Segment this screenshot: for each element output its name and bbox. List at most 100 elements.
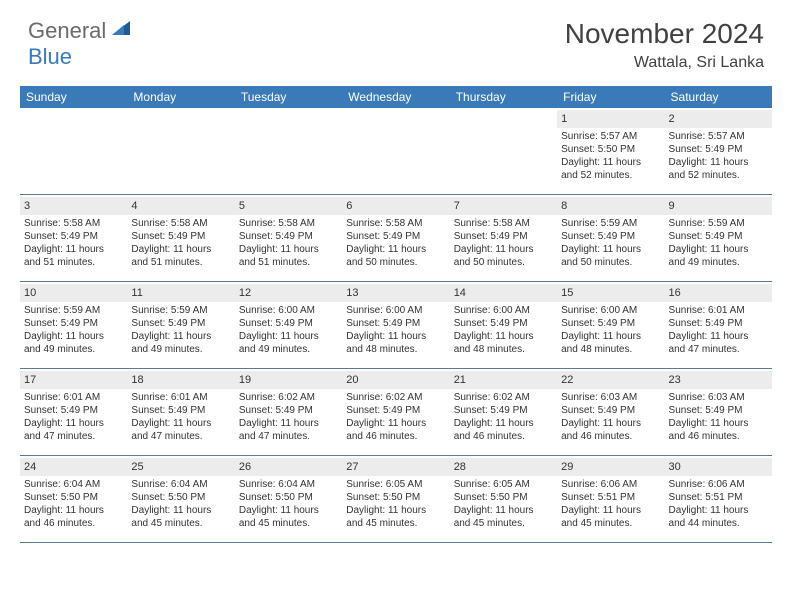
daylight-text: and 50 minutes. [346,256,445,269]
daylight-text: Daylight: 11 hours [24,330,123,343]
sunset-text: Sunset: 5:49 PM [131,317,230,330]
day-number: 18 [127,371,234,389]
day-cell: 9Sunrise: 5:59 AMSunset: 5:49 PMDaylight… [665,195,772,281]
day-cell: 10Sunrise: 5:59 AMSunset: 5:49 PMDayligh… [20,282,127,368]
daylight-text: and 44 minutes. [669,517,768,530]
daylight-text: Daylight: 11 hours [346,504,445,517]
sunrise-text: Sunrise: 6:00 AM [239,304,338,317]
day-number: 1 [557,110,664,128]
sunset-text: Sunset: 5:49 PM [669,230,768,243]
day-number: 14 [450,284,557,302]
daylight-text: Daylight: 11 hours [669,504,768,517]
sunrise-text: Sunrise: 5:58 AM [131,217,230,230]
day-number: 20 [342,371,449,389]
sunset-text: Sunset: 5:49 PM [669,143,768,156]
sunrise-text: Sunrise: 6:04 AM [239,478,338,491]
location-label: Wattala, Sri Lanka [565,54,764,72]
day-cell: 17Sunrise: 6:01 AMSunset: 5:49 PMDayligh… [20,369,127,455]
sunset-text: Sunset: 5:49 PM [561,404,660,417]
day-cell: 8Sunrise: 5:59 AMSunset: 5:49 PMDaylight… [557,195,664,281]
title-block: November 2024 Wattala, Sri Lanka [565,18,764,72]
day-number: 24 [20,458,127,476]
daylight-text: and 49 minutes. [24,343,123,356]
day-cell: 27Sunrise: 6:05 AMSunset: 5:50 PMDayligh… [342,456,449,542]
dayhead-thursday: Thursday [450,86,557,108]
sunset-text: Sunset: 5:50 PM [346,491,445,504]
day-cell: 19Sunrise: 6:02 AMSunset: 5:49 PMDayligh… [235,369,342,455]
day-number: 3 [20,197,127,215]
daylight-text: Daylight: 11 hours [131,504,230,517]
day-cell: 13Sunrise: 6:00 AMSunset: 5:49 PMDayligh… [342,282,449,368]
day-cell: 15Sunrise: 6:00 AMSunset: 5:49 PMDayligh… [557,282,664,368]
day-number: 22 [557,371,664,389]
day-number: 4 [127,197,234,215]
day-cell: 14Sunrise: 6:00 AMSunset: 5:49 PMDayligh… [450,282,557,368]
daylight-text: and 48 minutes. [346,343,445,356]
sunset-text: Sunset: 5:50 PM [454,491,553,504]
sunrise-text: Sunrise: 5:58 AM [454,217,553,230]
daylight-text: and 47 minutes. [239,430,338,443]
sunrise-text: Sunrise: 6:01 AM [24,391,123,404]
day-number: 11 [127,284,234,302]
sunset-text: Sunset: 5:49 PM [131,230,230,243]
week-row: 1Sunrise: 5:57 AMSunset: 5:50 PMDaylight… [20,108,772,195]
sunrise-text: Sunrise: 6:01 AM [669,304,768,317]
daylight-text: Daylight: 11 hours [669,156,768,169]
day-cell: 25Sunrise: 6:04 AMSunset: 5:50 PMDayligh… [127,456,234,542]
day-cell: 29Sunrise: 6:06 AMSunset: 5:51 PMDayligh… [557,456,664,542]
daylight-text: Daylight: 11 hours [131,243,230,256]
day-number: 6 [342,197,449,215]
week-row: 3Sunrise: 5:58 AMSunset: 5:49 PMDaylight… [20,195,772,282]
day-number: 21 [450,371,557,389]
sunset-text: Sunset: 5:49 PM [346,317,445,330]
sunset-text: Sunset: 5:49 PM [239,404,338,417]
day-cell: 7Sunrise: 5:58 AMSunset: 5:49 PMDaylight… [450,195,557,281]
sunset-text: Sunset: 5:49 PM [454,230,553,243]
day-number: 27 [342,458,449,476]
daylight-text: Daylight: 11 hours [561,417,660,430]
dayhead-saturday: Saturday [665,86,772,108]
sunset-text: Sunset: 5:50 PM [561,143,660,156]
sunset-text: Sunset: 5:49 PM [346,404,445,417]
daylight-text: Daylight: 11 hours [561,156,660,169]
day-number: 10 [20,284,127,302]
day-cell: 28Sunrise: 6:05 AMSunset: 5:50 PMDayligh… [450,456,557,542]
dayhead-wednesday: Wednesday [342,86,449,108]
day-number: 29 [557,458,664,476]
sunrise-text: Sunrise: 5:57 AM [561,130,660,143]
sunset-text: Sunset: 5:49 PM [24,230,123,243]
daylight-text: and 52 minutes. [669,169,768,182]
day-cell: 18Sunrise: 6:01 AMSunset: 5:49 PMDayligh… [127,369,234,455]
sunrise-text: Sunrise: 6:02 AM [346,391,445,404]
day-cell [450,108,557,194]
day-number: 15 [557,284,664,302]
daylight-text: and 52 minutes. [561,169,660,182]
day-cell [20,108,127,194]
daylight-text: Daylight: 11 hours [239,243,338,256]
daylight-text: Daylight: 11 hours [24,417,123,430]
month-title: November 2024 [565,18,764,50]
day-cell: 26Sunrise: 6:04 AMSunset: 5:50 PMDayligh… [235,456,342,542]
daylight-text: Daylight: 11 hours [561,330,660,343]
sunrise-text: Sunrise: 6:02 AM [454,391,553,404]
calendar: Sunday Monday Tuesday Wednesday Thursday… [20,86,772,543]
day-number: 25 [127,458,234,476]
daylight-text: and 48 minutes. [561,343,660,356]
daylight-text: and 46 minutes. [669,430,768,443]
daylight-text: Daylight: 11 hours [239,330,338,343]
sunset-text: Sunset: 5:49 PM [454,404,553,417]
sunrise-text: Sunrise: 6:01 AM [131,391,230,404]
daylight-text: Daylight: 11 hours [131,330,230,343]
day-cell: 6Sunrise: 5:58 AMSunset: 5:49 PMDaylight… [342,195,449,281]
daylight-text: Daylight: 11 hours [561,243,660,256]
day-number: 30 [665,458,772,476]
sunrise-text: Sunrise: 5:59 AM [669,217,768,230]
daylight-text: Daylight: 11 hours [561,504,660,517]
daylight-text: and 45 minutes. [454,517,553,530]
day-number: 2 [665,110,772,128]
week-row: 17Sunrise: 6:01 AMSunset: 5:49 PMDayligh… [20,369,772,456]
day-cell: 20Sunrise: 6:02 AMSunset: 5:49 PMDayligh… [342,369,449,455]
sunrise-text: Sunrise: 5:59 AM [561,217,660,230]
daylight-text: and 51 minutes. [239,256,338,269]
sunset-text: Sunset: 5:50 PM [131,491,230,504]
